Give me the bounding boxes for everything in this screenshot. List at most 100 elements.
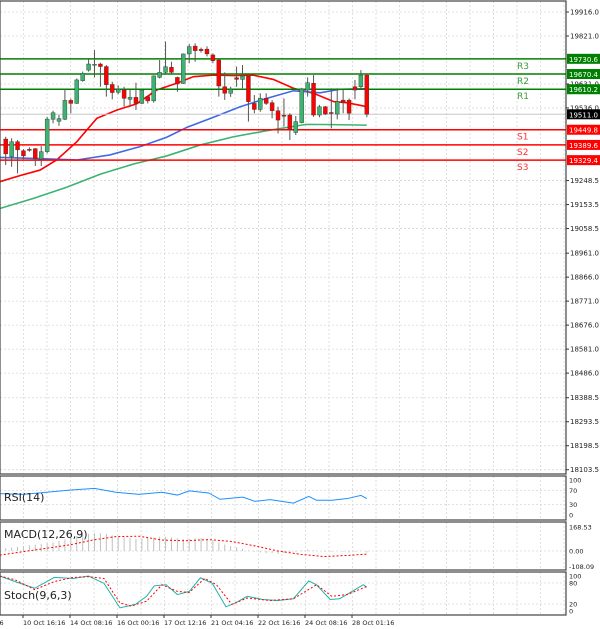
candle-bearish bbox=[21, 150, 26, 157]
candle-bearish bbox=[346, 99, 352, 114]
candle-bearish bbox=[222, 86, 227, 94]
rsi-label: RSI(14) bbox=[4, 491, 44, 504]
y-tick-label: 19153.5 bbox=[570, 201, 599, 209]
y-tick-label: 18293.5 bbox=[570, 418, 599, 426]
candle-bearish bbox=[15, 141, 20, 151]
x-tick-label: 28 Oct 01:16 bbox=[352, 619, 394, 627]
candle-bearish bbox=[269, 102, 275, 111]
candle-bullish bbox=[74, 79, 79, 104]
panel-border bbox=[0, 571, 567, 616]
indicator-tick-label: 20 bbox=[569, 601, 577, 609]
candle-bullish bbox=[115, 89, 121, 93]
indicator-tick-label: -108.09 bbox=[569, 563, 594, 571]
price-tag-r1 bbox=[567, 84, 600, 95]
price-tag-r2 bbox=[567, 69, 600, 80]
candle-bearish bbox=[104, 66, 109, 85]
candle-bullish bbox=[181, 53, 186, 84]
candle-bearish bbox=[323, 106, 328, 115]
y-tick-label: 18103.5 bbox=[570, 466, 599, 474]
candle-bearish bbox=[98, 63, 103, 67]
candle-bullish bbox=[163, 66, 168, 73]
y-tick-label: 18961.0 bbox=[570, 250, 599, 258]
candle-bearish bbox=[68, 100, 74, 104]
x-tick-label: 24 Oct 08:16 bbox=[305, 619, 347, 627]
candle-bearish bbox=[287, 114, 293, 131]
candle-bearish bbox=[133, 97, 139, 104]
level-name-r1: R1 bbox=[517, 92, 529, 102]
y-tick-label: 19821.0 bbox=[570, 32, 599, 40]
candle-bearish bbox=[110, 84, 115, 93]
stochastic-label: Stoch(9,6,3) bbox=[4, 589, 72, 602]
candle-bearish bbox=[329, 112, 334, 114]
candle-bullish bbox=[80, 73, 85, 81]
candle-bullish bbox=[92, 64, 97, 66]
candle-bearish bbox=[204, 48, 210, 55]
candle-bullish bbox=[299, 88, 304, 123]
moving-average-line bbox=[0, 87, 367, 161]
x-tick-label: 21 Oct 04:16 bbox=[211, 619, 253, 627]
candle-bearish bbox=[281, 115, 287, 117]
candle-bearish bbox=[364, 74, 370, 115]
macd-label: MACD(12,26,9) bbox=[4, 528, 88, 541]
current-price-label: 19511.0 bbox=[569, 111, 598, 119]
candle-bullish bbox=[39, 151, 44, 160]
candle-bullish bbox=[358, 74, 364, 87]
level-name-s3: S3 bbox=[517, 163, 528, 173]
candle-bearish bbox=[175, 77, 180, 85]
candle-bearish bbox=[340, 99, 346, 103]
indicator-tick-label: 0 bbox=[569, 512, 573, 520]
rsi-line bbox=[0, 487, 368, 504]
y-tick-label: 19536.0 bbox=[570, 104, 599, 112]
candle-bullish bbox=[258, 98, 263, 110]
price-tag-label: 19670.4 bbox=[569, 71, 598, 79]
candle-bearish bbox=[169, 67, 174, 73]
price-tag-label: 19329.4 bbox=[569, 157, 598, 165]
price-tag-s2 bbox=[567, 139, 600, 150]
y-tick-label: 19916.0 bbox=[570, 9, 599, 17]
indicator-tick-label: 80 bbox=[569, 580, 577, 588]
candle-bullish bbox=[151, 75, 156, 102]
candle-bullish bbox=[228, 89, 233, 94]
y-tick-label: 18866.0 bbox=[570, 274, 599, 282]
candle-bullish bbox=[62, 100, 68, 120]
level-name-s1: S1 bbox=[517, 133, 528, 143]
candle-bullish bbox=[305, 82, 310, 91]
moving-average-line bbox=[0, 123, 367, 210]
panel-border bbox=[0, 475, 567, 521]
y-tick-label: 18771.0 bbox=[570, 298, 599, 306]
candle-bearish bbox=[27, 149, 32, 151]
candle-bullish bbox=[9, 141, 14, 157]
y-tick-label: 18198.5 bbox=[570, 442, 599, 450]
price-tag-label: 19449.8 bbox=[569, 127, 598, 135]
price-tag-label: 19730.6 bbox=[569, 56, 598, 64]
indicator-tick-label: 70 bbox=[569, 487, 577, 495]
candle-bullish bbox=[139, 89, 145, 104]
candle-bearish bbox=[252, 103, 257, 110]
x-tick-label: 4:16 bbox=[0, 619, 4, 627]
level-name-r3: R3 bbox=[517, 62, 529, 72]
candle-bearish bbox=[311, 83, 316, 116]
candle-bullish bbox=[56, 118, 62, 122]
current-price-tag bbox=[567, 109, 600, 120]
indicator-tick-label: 168.53 bbox=[569, 524, 592, 532]
candle-bullish bbox=[187, 46, 192, 55]
y-tick-label: 18486.0 bbox=[570, 370, 599, 378]
x-tick-label: 10 Oct 16:16 bbox=[23, 619, 65, 627]
price-tag-s3 bbox=[567, 155, 600, 166]
candle-bullish bbox=[240, 75, 245, 80]
price-tag-s1 bbox=[567, 124, 600, 135]
y-tick-label: 18388.5 bbox=[570, 394, 599, 402]
x-tick-label: 16 Oct 00:16 bbox=[117, 619, 159, 627]
price-tag-label: 19610.2 bbox=[569, 86, 598, 94]
level-name-s2: S2 bbox=[517, 148, 528, 158]
candle-bullish bbox=[44, 118, 50, 152]
indicator-tick-label: 0.00 bbox=[569, 548, 583, 556]
panel-border bbox=[0, 0, 567, 475]
level-name-r2: R2 bbox=[517, 77, 529, 87]
candle-bearish bbox=[145, 96, 150, 102]
candle-bullish bbox=[317, 106, 322, 116]
y-tick-label: 18581.0 bbox=[570, 346, 599, 354]
y-tick-label: 19058.5 bbox=[570, 225, 599, 233]
candle-bearish bbox=[192, 45, 198, 51]
